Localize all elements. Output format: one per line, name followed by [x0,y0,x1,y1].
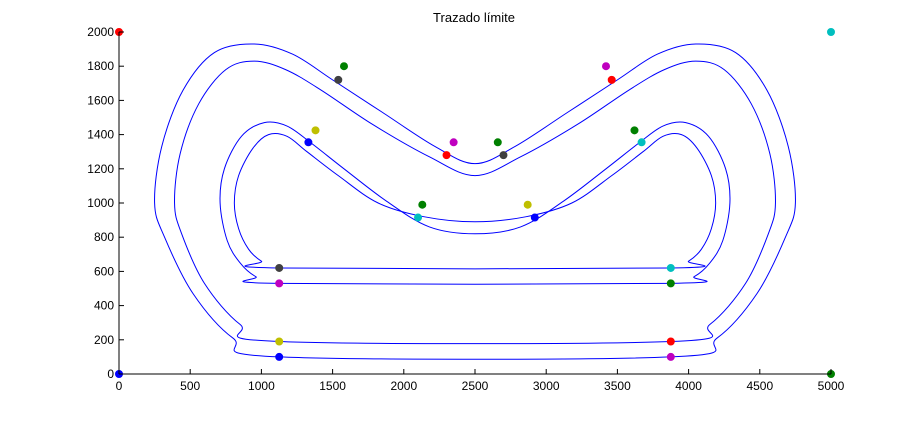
x-tick-label: 4500 [746,379,773,393]
marker-12 [666,263,675,272]
x-ticks: 0 500 1000 1500 2000 2500 3000 3500 4000 4500 5000 [116,369,845,393]
marker-22 [304,138,313,147]
marker-3 [827,28,835,36]
marker-20 [607,75,616,84]
y-tick-label: 1400 [87,128,114,142]
y-tick-label: 2000 [87,25,114,39]
marker-17 [493,138,502,147]
track-line-4 [233,133,717,270]
y-tick-label: 200 [94,333,114,347]
y-tick-label: 800 [94,230,114,244]
marker-25 [523,200,532,209]
track-line-1 [154,43,796,360]
marker-16 [442,151,451,160]
marker-23 [418,200,427,209]
marker-11 [275,263,284,272]
marker-6 [666,352,675,361]
marker-26 [530,213,539,222]
y-ticks: 0 200 400 600 800 1000 1200 1400 1600 1800 2000 [87,25,124,381]
marker-9 [275,279,284,288]
x-tick-label: 2500 [462,379,489,393]
x-tick-label: 1000 [248,379,275,393]
marker-7 [275,337,284,346]
x-tick-label: 5000 [818,379,845,393]
chart-title: Trazado límite [433,10,515,25]
marker-19 [602,62,611,71]
plot-area [119,32,831,374]
y-tick-label: 0 [107,367,114,381]
y-tick-label: 1800 [87,59,114,73]
x-tick-label: 3000 [533,379,560,393]
track-line-3 [219,121,731,285]
marker-8 [666,337,675,346]
marker-5 [275,352,284,361]
marker-28 [637,138,646,147]
y-tick-label: 1200 [87,162,114,176]
y-tick-label: 1000 [87,196,114,210]
marker-21 [311,126,320,135]
x-tick-label: 500 [180,379,200,393]
x-tick-label: 2000 [390,379,417,393]
marker-15 [449,138,458,147]
marker-24 [414,213,423,222]
x-tick-label: 4000 [675,379,702,393]
marker-27 [630,126,639,135]
y-tick-label: 600 [94,264,114,278]
marker-14 [334,75,343,84]
y-tick-label: 400 [94,299,114,313]
x-tick-label: 0 [116,379,123,393]
y-tick-label: 1600 [87,93,114,107]
track-lines [154,43,796,360]
track-line-2 [174,60,776,345]
x-tick-label: 3500 [604,379,631,393]
marker-18 [499,151,508,160]
marker-13 [339,62,348,71]
x-tick-label: 1500 [319,379,346,393]
marker-10 [666,279,675,288]
